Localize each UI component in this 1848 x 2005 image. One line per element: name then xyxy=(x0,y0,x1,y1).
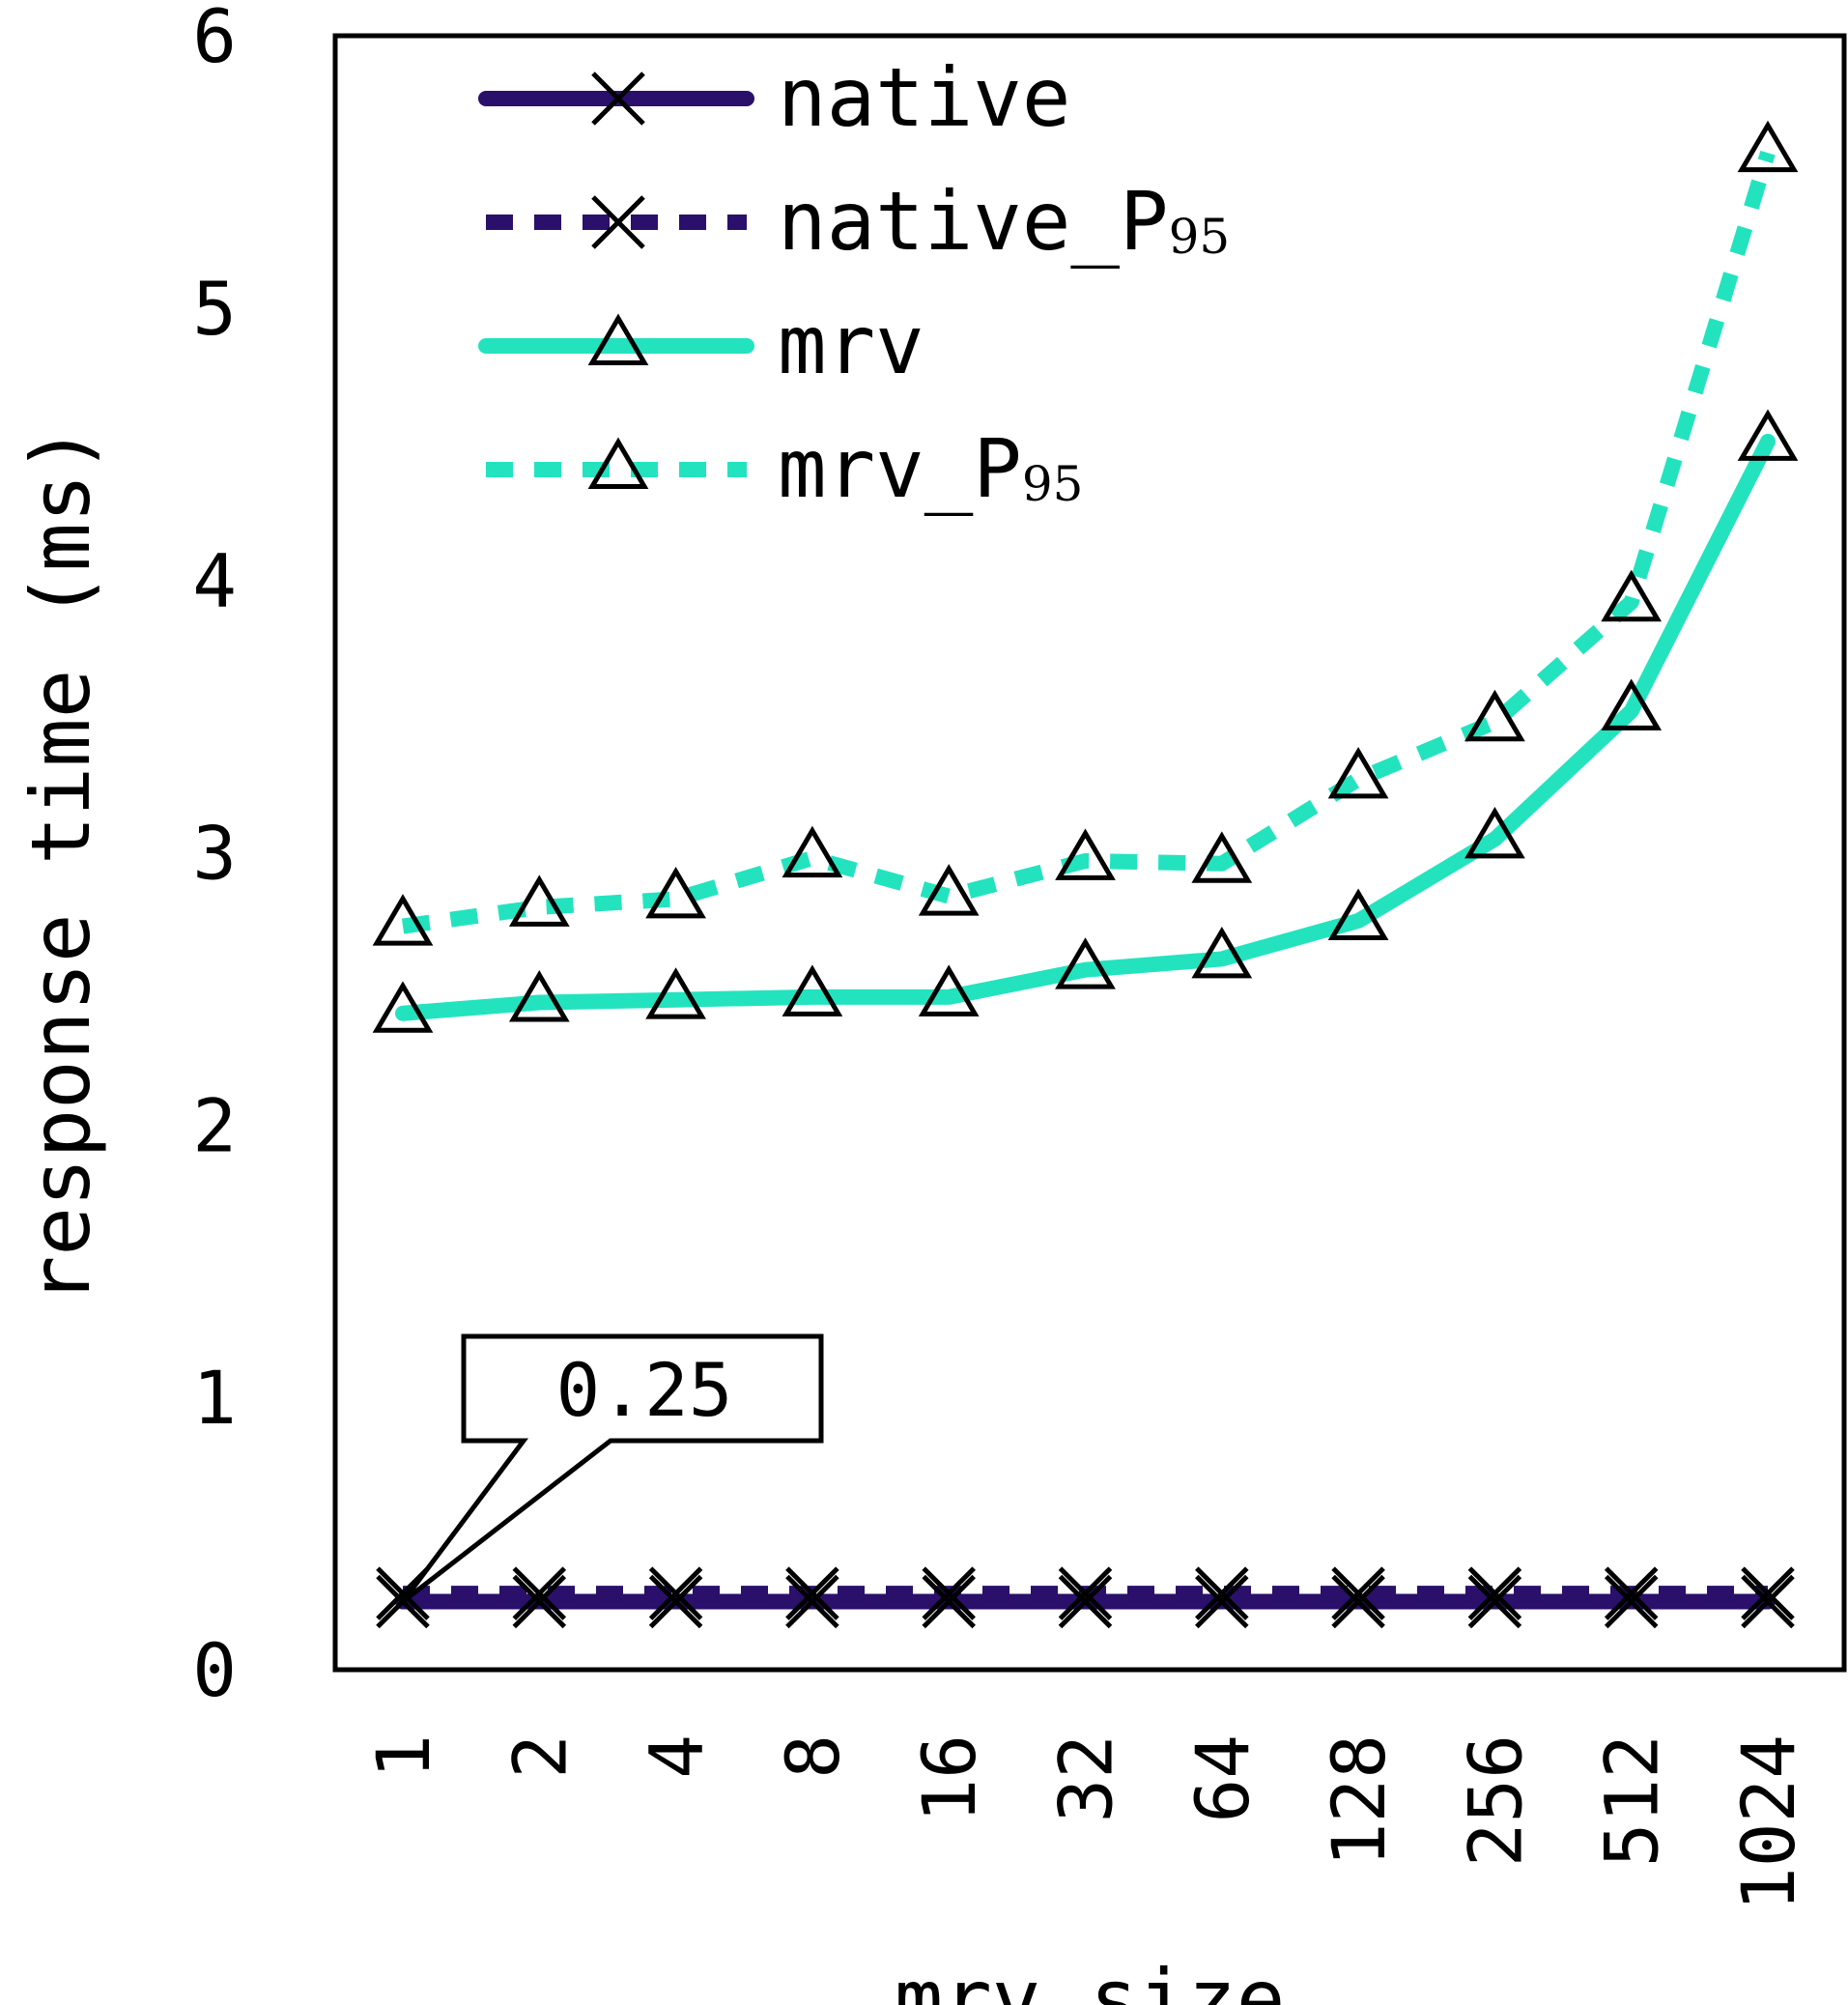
data-point-native-p-32 xyxy=(1058,1566,1113,1620)
data-point-native-128 xyxy=(1331,1574,1385,1629)
legend-item-mrv-p: mrv_P95 xyxy=(486,421,1084,516)
data-point-mrv-p-4 xyxy=(645,866,706,919)
legend-label: native xyxy=(778,50,1070,145)
data-point-native-32 xyxy=(1058,1574,1113,1629)
x-tick-labels: 1 2 4 8 16 32 64 128 256 512 1024 xyxy=(360,1734,1811,1911)
legend-item-mrv: mrv xyxy=(478,298,924,392)
x-tick-label: 64 xyxy=(1180,1734,1265,1823)
data-point-mrv-64 xyxy=(1191,926,1253,979)
data-point-mrv-p-256 xyxy=(1464,689,1525,742)
x-tick-label: 128 xyxy=(1316,1734,1402,1867)
y-tick-label: 4 xyxy=(192,538,237,624)
legend-label: native_P95 xyxy=(778,174,1230,269)
plot-frame xyxy=(332,33,1847,1673)
data-point-mrv-p-32 xyxy=(1055,828,1116,880)
y-tick-label: 3 xyxy=(192,811,237,897)
data-point-native-64 xyxy=(1195,1574,1249,1629)
data-point-native-4 xyxy=(648,1574,703,1629)
data-point-native-512 xyxy=(1604,1574,1659,1629)
y-tick-label: 1 xyxy=(192,1355,237,1441)
data-point-mrv-256 xyxy=(1464,806,1525,859)
data-point-native-p-2 xyxy=(512,1566,567,1620)
x-tick-label: 2 xyxy=(497,1734,583,1779)
data-point-mrv-1024 xyxy=(1737,409,1799,461)
x-tick-label: 32 xyxy=(1043,1734,1129,1823)
x-tick-label: 4 xyxy=(634,1734,720,1779)
data-point-native-p-16 xyxy=(922,1566,976,1620)
x-axis-label: mrv size xyxy=(895,1952,1286,2005)
data-point-mrv-p-16 xyxy=(918,864,980,916)
data-point-mrv-128 xyxy=(1327,888,1389,940)
y-axis-label: response time (ms) xyxy=(14,425,108,1304)
annotation-text: 0.25 xyxy=(555,1347,732,1433)
x-tick-label: 1 xyxy=(360,1734,446,1779)
data-point-native-p-8 xyxy=(785,1566,839,1620)
value-annotation: 0.25 xyxy=(401,1333,824,1604)
data-point-native-8 xyxy=(785,1574,839,1629)
series-line-mrv xyxy=(395,433,1776,1021)
data-point-mrv-32 xyxy=(1055,937,1116,989)
annotation-callout xyxy=(401,1333,824,1604)
y-tick-label: 5 xyxy=(192,266,237,352)
data-point-mrv-8 xyxy=(782,964,843,1017)
data-point-native-2 xyxy=(512,1574,567,1629)
data-point-native-1024 xyxy=(1741,1574,1795,1629)
data-point-mrv-p-8 xyxy=(782,825,843,878)
data-point-mrv-p-128 xyxy=(1327,746,1389,799)
data-point-mrv-1 xyxy=(372,981,434,1033)
y-tick-label: 6 xyxy=(192,0,237,79)
data-point-native-p-4 xyxy=(648,1566,703,1620)
legend-marker xyxy=(591,72,645,126)
data-point-mrv-p-1024 xyxy=(1737,120,1799,173)
legend-item-native: native xyxy=(478,50,1070,145)
x-tick-label: 1024 xyxy=(1725,1734,1811,1911)
data-point-mrv-4 xyxy=(645,967,706,1019)
data-point-native-256 xyxy=(1467,1574,1522,1629)
series-line-mrv-p xyxy=(401,150,1776,934)
legend-marker xyxy=(587,313,649,365)
data-point-mrv-p-64 xyxy=(1191,831,1253,883)
data-point-mrv-p-2 xyxy=(508,874,570,927)
data-point-native-p-128 xyxy=(1331,1566,1385,1620)
y-tick-labels: 0 1 2 3 4 5 6 xyxy=(192,0,237,1713)
legend-marker xyxy=(591,195,645,249)
data-point-mrv-p-1 xyxy=(372,894,434,946)
plot-markers xyxy=(372,120,1799,1629)
x-tick-label: 512 xyxy=(1589,1734,1675,1867)
legend-item-native-p: native_P95 xyxy=(486,174,1230,269)
data-point-native-p-256 xyxy=(1467,1566,1522,1620)
y-tick-label: 2 xyxy=(192,1082,237,1168)
data-point-mrv-2 xyxy=(508,970,570,1022)
y-tick-label: 0 xyxy=(192,1627,237,1713)
data-point-mrv-16 xyxy=(918,964,980,1017)
legend-label: mrv_P95 xyxy=(778,421,1084,516)
data-point-native-p-1024 xyxy=(1741,1566,1795,1620)
data-point-mrv-p-512 xyxy=(1601,569,1663,622)
legend-marker xyxy=(587,437,649,489)
x-tick-label: 8 xyxy=(770,1734,856,1779)
data-point-mrv-512 xyxy=(1601,678,1663,730)
data-point-native-p-512 xyxy=(1604,1566,1659,1620)
data-point-native-16 xyxy=(922,1574,976,1629)
data-point-native-p-64 xyxy=(1195,1566,1249,1620)
x-tick-label: 16 xyxy=(906,1734,992,1823)
x-tick-label: 256 xyxy=(1452,1734,1538,1867)
legend-label: mrv xyxy=(778,298,924,392)
